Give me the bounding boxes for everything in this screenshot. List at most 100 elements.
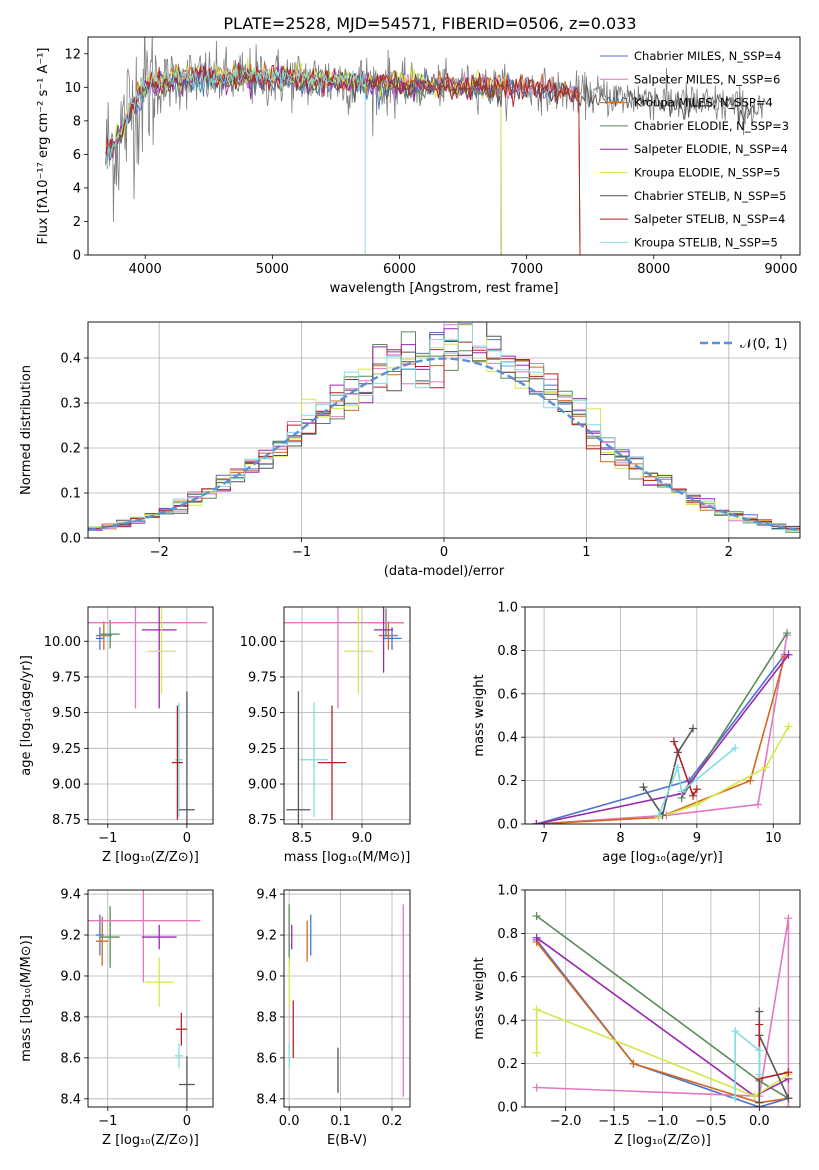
y-tick-label: 9.0 <box>256 969 277 984</box>
weight-marker-3 <box>532 912 541 921</box>
x-tick-label: −1 <box>98 831 117 846</box>
y-tick-label: 8.4 <box>256 1092 277 1107</box>
weight-marker-4 <box>784 650 793 659</box>
panel-residuals: −2 −1 0 1 2 0.0 0.1 0.2 0.3 0.4 (data-model)/error… <box>19 321 801 579</box>
panel-massweight_vs_age: 7 8 9 10 0.0 0.2 0.4 0.6 0.8 1.0 age [log₁₀(age/yr… <box>472 601 801 865</box>
y-tick-label: 8.4 <box>60 1092 81 1107</box>
legend-entry-normal: 𝒩(0, 1) <box>740 337 787 352</box>
x-tick-label: 9000 <box>764 262 797 277</box>
weight-line-5 <box>658 726 790 819</box>
y-tick-label: 0.2 <box>60 442 81 457</box>
axes-frame <box>87 889 214 1108</box>
axes-frame <box>283 606 411 825</box>
x-tick-label: 1 <box>582 545 590 560</box>
x-tick-label: −1.5 <box>598 1114 630 1129</box>
axes-frame <box>87 36 801 256</box>
y-tick-label: 10.00 <box>44 635 81 650</box>
weight-marker-5 <box>750 1092 759 1101</box>
legend-entry-4: Salpeter ELODIE, N_SSP=4 <box>634 142 788 156</box>
x-tick-label: 5000 <box>256 262 289 277</box>
weight-marker-5 <box>532 1005 541 1014</box>
y-tick-label: 0.0 <box>497 818 518 833</box>
y-tick-label: 0.4 <box>497 1014 518 1029</box>
plot-area <box>88 890 201 1107</box>
y-tick-label: 8.6 <box>256 1051 277 1066</box>
y-tick-label: 0.3 <box>60 397 81 412</box>
weight-marker-7 <box>692 785 701 794</box>
plot-area <box>88 322 800 533</box>
x-axis-label: mass [log₁₀(M/M⊙)] <box>284 850 411 865</box>
y-tick-label: 10 <box>64 81 81 96</box>
weight-marker-8 <box>755 1046 764 1055</box>
x-tick-label: −1 <box>98 1114 117 1129</box>
y-tick-label: 0.6 <box>497 970 518 985</box>
panel-massweight_vs_Z: −2.0 −1.5 −1.0 −0.5 0.0 0.0 0.2 0.4 0.6 0.8 1.0 Z [… <box>472 884 801 1148</box>
y-tick-label: 6 <box>73 148 81 163</box>
y-tick-label: 9.50 <box>52 706 81 721</box>
y-tick-label: 9.25 <box>248 742 277 757</box>
legend-entry-7: Salpeter STELIB, N_SSP=4 <box>634 212 785 226</box>
panel-age_vs_mass: 8.5 9.0 8.75 9.00 9.25 9.50 9.75 10.00 mass [log… <box>240 606 411 865</box>
x-tick-label: 0 <box>183 831 191 846</box>
weight-marker-5 <box>784 722 793 731</box>
weight-marker-8 <box>755 1070 764 1079</box>
x-tick-label: 0.0 <box>749 1114 770 1129</box>
legend-entry-6: Chabrier STELIB, N_SSP=5 <box>634 189 786 203</box>
x-tick-label: 0 <box>440 545 448 560</box>
x-tick-label: −2 <box>150 545 169 560</box>
weight-marker-8 <box>654 811 663 820</box>
weight-line-2 <box>535 941 789 1104</box>
y-tick-label: 8.75 <box>248 813 277 828</box>
weight-marker-7 <box>784 1068 793 1077</box>
y-axis-label: age [log₁₀(age/yr)] <box>19 655 34 776</box>
x-axis-label: wavelength [Angstrom, rest frame] <box>330 281 559 296</box>
x-tick-label: 4000 <box>129 262 162 277</box>
y-tick-label: 8.6 <box>60 1051 81 1066</box>
weight-marker-4 <box>532 820 541 824</box>
x-axis-label: Z [log₁₀(Z/Z⊙)] <box>102 1133 199 1148</box>
weight-marker-7 <box>669 737 678 746</box>
panels: 4000 5000 6000 7000 8000 9000024681012wavelen… <box>19 36 801 1148</box>
weight-marker-8 <box>731 744 740 753</box>
y-tick-label: 0.2 <box>497 774 518 789</box>
panel-mass_vs_ebv: 0.0 0.1 0.2 8.4 8.6 8.8 9.0 9.2 9.4 E(B-V) <box>256 888 411 1148</box>
y-tick-label: 8 <box>73 114 81 129</box>
axes-frame <box>524 889 801 1108</box>
panel-spectrum: 4000 5000 6000 7000 8000 9000 0 2 4 6 8 10 12 wavelen… <box>36 36 801 296</box>
weight-marker-1 <box>532 1083 541 1092</box>
weight-marker-8 <box>677 787 686 796</box>
weight-line-6 <box>642 728 694 818</box>
y-tick-label: 0.0 <box>60 532 81 547</box>
y-tick-label: 9.75 <box>248 670 277 685</box>
weight-marker-5 <box>692 800 701 809</box>
weight-marker-5 <box>532 1048 541 1057</box>
weight-marker-1 <box>784 914 793 923</box>
x-tick-label: 8.5 <box>292 831 313 846</box>
weight-marker-6 <box>755 1098 764 1107</box>
weight-marker-6 <box>689 724 698 733</box>
x-tick-label: 10 <box>765 831 782 846</box>
y-tick-label: 0.4 <box>497 731 518 746</box>
y-axis-label: mass weight <box>472 957 487 1039</box>
weight-marker-2 <box>746 776 755 785</box>
x-tick-label: 0.0 <box>279 1114 300 1129</box>
y-tick-label: 9.50 <box>248 706 277 721</box>
weight-marker-8 <box>731 1027 740 1036</box>
weight-marker-7 <box>689 791 698 800</box>
x-tick-label: 8000 <box>637 262 670 277</box>
y-tick-label: 8.8 <box>60 1010 81 1025</box>
panel-age_vs_Z: −1 0 8.75 9.00 9.25 9.50 9.75 10.00 Z [log₁₀(Z/Z… <box>19 606 214 865</box>
x-tick-label: 9.0 <box>352 831 373 846</box>
axes-frame <box>283 889 411 1108</box>
x-axis-label: E(B-V) <box>327 1133 367 1148</box>
x-tick-label: 9 <box>693 831 701 846</box>
y-tick-label: 0.1 <box>60 487 81 502</box>
y-tick-label: 2 <box>73 215 81 230</box>
x-tick-label: 0 <box>183 1114 191 1129</box>
plot-area <box>288 904 404 1097</box>
weight-marker-8 <box>731 1094 740 1103</box>
y-tick-label: 9.00 <box>248 778 277 793</box>
x-tick-label: 7000 <box>510 262 543 277</box>
plot-area <box>284 607 404 824</box>
